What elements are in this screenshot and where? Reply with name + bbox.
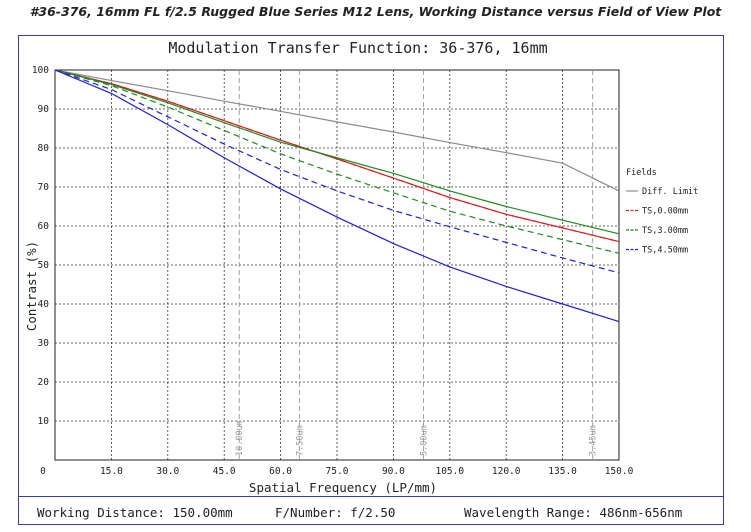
f-number: F/Number: f/2.50 xyxy=(275,505,396,520)
series-line xyxy=(54,69,620,254)
x-tick-label: 135.0 xyxy=(548,466,577,477)
series-line xyxy=(54,69,620,274)
legend: Fields Diff. Limit TS,0.00mm TS,3.00mm TS,4.… xyxy=(626,168,698,256)
working-distance: Working Distance: 150.00mm xyxy=(37,505,233,520)
y-tick-label: 60 xyxy=(38,221,50,232)
marker-label: 10.00um xyxy=(235,420,245,456)
marker-label: 3.45um xyxy=(589,425,599,456)
wavelength-range: Wavelength Range: 486nm-656nm xyxy=(464,505,683,520)
x-tick-label: 45.0 xyxy=(213,466,236,477)
y-tick-label: 70 xyxy=(38,182,50,193)
series-line xyxy=(54,69,620,192)
y-tick-label: 30 xyxy=(38,338,50,349)
x-axis-label: Spatial Frequency (LP/mm) xyxy=(249,480,437,495)
chart-title: Modulation Transfer Function: 36-376, 16… xyxy=(168,39,547,57)
footer-divider xyxy=(18,496,724,497)
frequency-markers: 10.00um 7.50um 5.00um 3.45um xyxy=(235,70,599,460)
legend-entry: TS,4.50mm xyxy=(642,246,688,256)
x-tick-label: 150.0 xyxy=(605,466,634,477)
x-tick-label: 15.0 xyxy=(100,466,123,477)
x-tick-label: 30.0 xyxy=(156,466,179,477)
plot-area xyxy=(54,69,620,461)
legend-entry: Diff. Limit xyxy=(642,187,698,197)
x-tick-label: 0 xyxy=(40,466,46,477)
series-line xyxy=(54,69,620,323)
page-title: #36-376, 16mm FL f/2.5 Rugged Blue Serie… xyxy=(29,4,722,19)
x-tick-label: 75.0 xyxy=(326,466,349,477)
y-tick-label: 40 xyxy=(38,299,50,310)
y-tick-label: 20 xyxy=(38,377,50,388)
y-tick-label: 100 xyxy=(32,65,49,76)
x-tick-label: 60.0 xyxy=(269,466,292,477)
legend-entry: TS,3.00mm xyxy=(642,226,688,236)
x-tick-label: 105.0 xyxy=(435,466,464,477)
x-tick-label: 120.0 xyxy=(492,466,521,477)
y-tick-label: 90 xyxy=(38,104,50,115)
series-lines xyxy=(54,69,620,323)
legend-entry: TS,0.00mm xyxy=(642,207,688,217)
chart-frame xyxy=(18,35,724,525)
marker-label: 5.00um xyxy=(419,425,429,456)
x-tick-label: 90.0 xyxy=(382,466,405,477)
series-line xyxy=(54,69,620,235)
marker-label: 7.50um xyxy=(295,425,305,456)
y-axis-label: Contrast (%) xyxy=(24,241,39,331)
y-tick-label: 50 xyxy=(38,260,50,271)
series-line xyxy=(54,69,620,243)
grid xyxy=(55,70,619,460)
y-tick-label: 80 xyxy=(38,143,50,154)
legend-title: Fields xyxy=(626,168,657,178)
y-tick-label: 10 xyxy=(38,416,50,427)
tick-labels: 0 15.0 30.0 45.0 60.0 75.0 90.0 105.0 120.0 135.0… xyxy=(32,65,634,477)
